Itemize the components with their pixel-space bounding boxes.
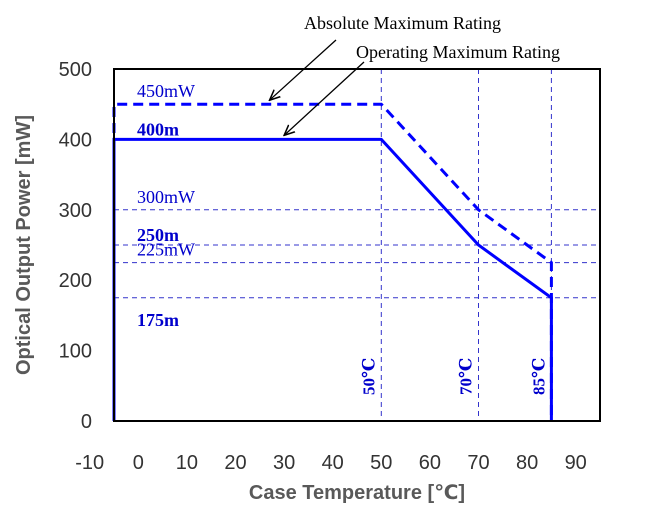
level-label: 175m: [137, 310, 179, 330]
level-label: 450mW: [137, 81, 195, 101]
y-tick-labels: 0 100 200 300 400 500: [59, 59, 92, 433]
x-tick-label: 0: [133, 452, 144, 474]
x-tick-label: 50: [370, 452, 392, 474]
level-label: 300mW: [137, 187, 195, 207]
x-tick-label: 90: [565, 452, 587, 474]
x-axis-title: Case Temperature [℃]: [249, 482, 465, 504]
temperature-label: 70℃: [457, 358, 476, 395]
annotation-arrow: [284, 61, 365, 135]
annotation-label: Absolute Maximum Rating: [304, 13, 501, 33]
x-tick-label: 30: [273, 452, 295, 474]
annotation-label: Operating Maximum Rating: [356, 42, 560, 62]
level-label: 250m: [137, 225, 179, 245]
operating-max-line: [112, 137, 553, 421]
temperature-label: 50℃: [359, 358, 378, 395]
y-axis-title: Optical Output Power [mW]: [13, 115, 35, 375]
annotations: Absolute Maximum Rating Operating Maximum…: [270, 13, 560, 135]
y-tick-label: 100: [59, 341, 92, 363]
temperature-label: 85℃: [529, 358, 548, 395]
x-tick-label: 40: [322, 452, 344, 474]
y-tick-label: 500: [59, 59, 92, 81]
x-tick-labels: -10 0 10 20 30 40 50 60 70 80 90: [75, 452, 587, 474]
y-tick-label: 300: [59, 200, 92, 222]
y-tick-label: 400: [59, 129, 92, 151]
level-label: 225mW: [137, 240, 195, 260]
y-tick-label: 0: [81, 411, 92, 433]
x-tick-label: 80: [516, 452, 538, 474]
annotation-arrow: [270, 39, 337, 100]
x-tick-label: 70: [467, 452, 489, 474]
temperature-labels: 50℃ 70℃ 85℃: [359, 358, 548, 395]
y-tick-label: 200: [59, 270, 92, 292]
x-tick-label: 20: [224, 452, 246, 474]
level-label: 400m: [137, 119, 179, 139]
x-tick-label: -10: [75, 452, 104, 474]
x-tick-label: 60: [419, 452, 441, 474]
x-tick-label: 10: [176, 452, 198, 474]
